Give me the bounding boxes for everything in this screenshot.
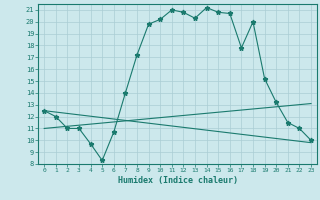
X-axis label: Humidex (Indice chaleur): Humidex (Indice chaleur) [118,176,238,185]
